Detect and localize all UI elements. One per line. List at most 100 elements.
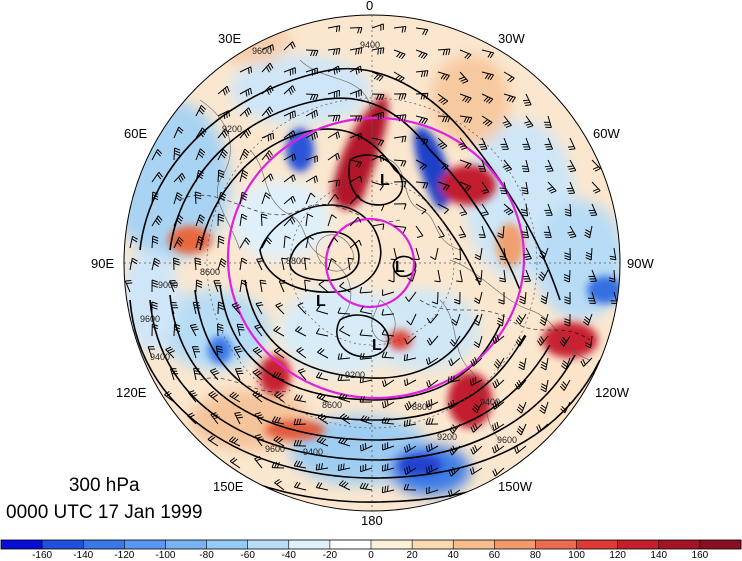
- wind-barb: [426, 486, 439, 495]
- wind-barb: [239, 107, 252, 118]
- wind-barb: [189, 323, 199, 337]
- wind-barb: [431, 291, 439, 305]
- wind-barb: [173, 172, 186, 183]
- wind-barb: [381, 309, 395, 316]
- wind-barb: [151, 323, 159, 337]
- wind-barb: [371, 223, 385, 230]
- wind-barb: [458, 71, 469, 84]
- wind-barb: [173, 214, 184, 227]
- wind-barb: [254, 434, 264, 447]
- wind-barb: [584, 225, 593, 239]
- wind-barb: [538, 269, 549, 282]
- wind-barb: [327, 152, 340, 161]
- wind-barb: [305, 155, 318, 163]
- wind-barb: [173, 323, 181, 337]
- wind-barb: [209, 368, 220, 381]
- wind-barb: [261, 62, 274, 73]
- wind-barb: [349, 239, 362, 249]
- wind-barb: [213, 280, 222, 293]
- wind-barb: [173, 236, 184, 249]
- wind-barb: [274, 391, 285, 403]
- wind-barb: [564, 291, 571, 305]
- lon-label-30e: 30E: [218, 31, 242, 46]
- wind-barb: [349, 132, 362, 141]
- wind-barb: [492, 444, 505, 454]
- wind-barb: [502, 159, 513, 172]
- colorbar-swatch: [124, 540, 166, 549]
- colorbar-swatch: [535, 540, 578, 549]
- wind-barb: [437, 115, 451, 123]
- wind-barb: [165, 346, 175, 359]
- wind-barb: [437, 225, 445, 238]
- wind-barb: [481, 49, 495, 59]
- wind-barb: [261, 132, 274, 142]
- wind-barb: [151, 149, 163, 161]
- wind-barb: [327, 194, 339, 205]
- wind-barb: [522, 137, 531, 150]
- wind-barb: [499, 247, 507, 261]
- wind-barb: [283, 67, 296, 76]
- wind-barb: [339, 281, 351, 293]
- colorbar-tick-label: 0: [368, 550, 374, 561]
- wind-barb: [406, 313, 417, 326]
- wind-barb: [415, 92, 429, 100]
- wind-barb: [318, 280, 329, 293]
- wind-barb: [415, 27, 429, 36]
- wind-barb: [349, 47, 363, 55]
- wind-barb: [481, 203, 489, 216]
- wind-barb: [404, 443, 417, 453]
- wind-barb: [393, 114, 407, 122]
- wind-barb: [273, 325, 285, 337]
- colorbar-tick-label: -80: [199, 550, 214, 561]
- wind-barb: [502, 115, 512, 128]
- lon-label-90e: 90E: [91, 256, 115, 271]
- wind-barb: [470, 377, 483, 386]
- wind-barb: [470, 356, 483, 367]
- wind-barb: [543, 115, 552, 128]
- wind-barb: [426, 465, 439, 474]
- wind-barb: [283, 110, 296, 120]
- wind-barb: [520, 203, 529, 217]
- wind-barb: [254, 456, 263, 469]
- wind-barb: [567, 225, 577, 239]
- wind-barb: [521, 181, 529, 195]
- wind-barb: [536, 335, 549, 346]
- outer-ring: [226, 116, 526, 400]
- colorbar-swatch: [699, 540, 742, 549]
- wind-barb: [381, 328, 395, 337]
- wind-barb: [478, 225, 486, 238]
- wind-barb: [327, 131, 340, 140]
- wind-barb: [514, 445, 527, 454]
- wind-barb: [303, 257, 311, 271]
- wind-barb: [540, 379, 549, 393]
- wind-barb: [305, 192, 316, 205]
- lon-label-90w: 90W: [627, 256, 654, 271]
- wind-barb: [217, 258, 227, 271]
- wind-barb: [415, 181, 429, 189]
- wind-barb: [588, 203, 598, 216]
- wind-barb: [305, 235, 314, 249]
- wind-barb: [327, 214, 337, 227]
- wind-barb: [523, 247, 532, 260]
- wind-barb: [426, 313, 439, 324]
- wind-barb: [499, 269, 506, 283]
- wind-barb: [293, 418, 307, 426]
- wind-barb: [591, 159, 601, 172]
- lon-label-120w: 120W: [595, 385, 629, 400]
- wind-barb: [231, 302, 242, 315]
- colorbar-swatch: [617, 540, 660, 549]
- contour-label: 9400: [480, 397, 500, 407]
- wind-barb: [404, 378, 417, 387]
- wind-barb: [458, 225, 467, 239]
- wind-barb: [187, 412, 197, 425]
- wind-barb: [492, 378, 505, 389]
- wind-barb: [293, 394, 307, 403]
- wind-barb: [371, 111, 384, 120]
- wind-barb: [404, 291, 417, 302]
- wind-barb: [195, 279, 203, 293]
- wind-barb: [151, 171, 163, 183]
- wind-barb: [437, 203, 449, 215]
- wind-barb: [393, 203, 407, 210]
- wind-barb: [371, 181, 384, 191]
